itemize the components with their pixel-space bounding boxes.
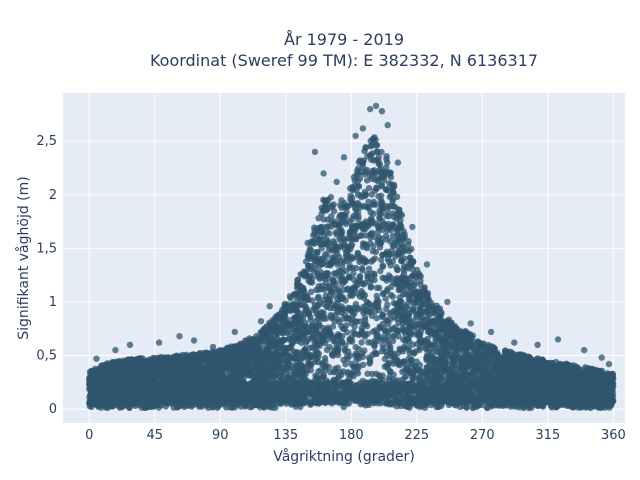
data-point bbox=[327, 304, 334, 312]
data-point bbox=[320, 315, 327, 322]
data-point bbox=[389, 333, 397, 340]
data-point bbox=[358, 324, 365, 332]
data-point bbox=[320, 216, 327, 223]
data-point bbox=[373, 184, 380, 191]
data-point bbox=[379, 263, 387, 270]
data-point bbox=[411, 279, 418, 286]
data-point bbox=[308, 288, 315, 295]
data-point bbox=[355, 165, 362, 172]
data-point bbox=[382, 295, 389, 302]
data-point bbox=[309, 297, 316, 304]
data-point bbox=[348, 333, 356, 341]
data-point bbox=[335, 286, 342, 293]
data-point bbox=[326, 230, 333, 237]
data-point bbox=[401, 231, 408, 238]
data-point bbox=[365, 339, 372, 346]
data-point bbox=[383, 153, 390, 160]
data-point bbox=[345, 234, 352, 241]
data-point bbox=[348, 216, 356, 223]
data-point bbox=[358, 339, 365, 346]
data-point bbox=[346, 292, 354, 299]
data-point bbox=[286, 344, 293, 352]
data-point bbox=[371, 272, 378, 279]
data-point bbox=[365, 265, 373, 272]
data-point bbox=[407, 291, 414, 298]
data-point bbox=[376, 284, 383, 292]
data-point bbox=[314, 249, 321, 256]
data-point bbox=[315, 293, 322, 301]
data-point bbox=[434, 305, 442, 312]
data-point bbox=[390, 360, 397, 367]
data-point bbox=[386, 373, 393, 381]
data-point bbox=[361, 347, 368, 354]
data-point bbox=[416, 346, 423, 353]
data-point bbox=[401, 374, 408, 381]
data-point bbox=[424, 351, 431, 358]
data-point bbox=[387, 368, 394, 375]
data-point bbox=[413, 311, 420, 319]
data-point bbox=[389, 337, 397, 345]
data-point bbox=[393, 264, 400, 271]
data-point bbox=[387, 174, 395, 181]
data-point bbox=[364, 370, 371, 377]
data-points bbox=[86, 102, 617, 412]
data-point bbox=[326, 343, 333, 351]
data-point bbox=[373, 148, 380, 155]
data-point bbox=[328, 213, 335, 220]
data-point bbox=[363, 166, 371, 174]
data-point bbox=[416, 361, 424, 369]
data-point bbox=[349, 338, 356, 345]
data-point bbox=[327, 288, 334, 295]
data-point bbox=[368, 191, 375, 198]
